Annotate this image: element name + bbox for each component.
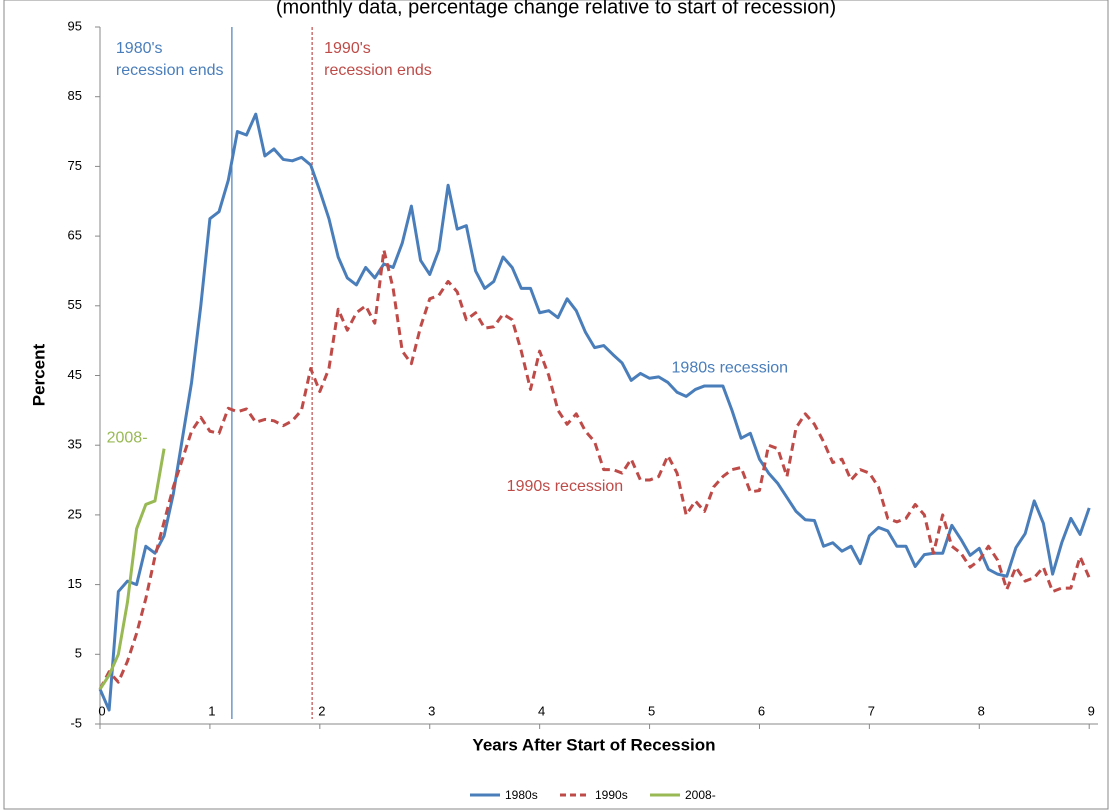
y-tick-label: -5	[70, 715, 82, 730]
x-tick-label: 1	[208, 703, 215, 718]
annotation-text: recession ends	[324, 62, 432, 79]
y-tick-label: 55	[68, 297, 82, 312]
series-label: 1990s recession	[507, 478, 624, 495]
annotation-text: recession ends	[116, 62, 224, 79]
y-tick-label: 45	[68, 367, 82, 382]
x-tick-label: 2	[318, 703, 325, 718]
x-tick-label: 3	[428, 703, 435, 718]
series-line	[98, 448, 166, 690]
y-axis-title: Percent	[29, 343, 48, 406]
y-tick-label: 5	[75, 646, 82, 661]
x-tick-label: 0	[98, 703, 105, 718]
legend-label: 1980s	[505, 788, 538, 802]
y-tick-label: 35	[68, 437, 82, 452]
legend-label: 2008-	[685, 788, 716, 802]
x-tick-label: 4	[538, 703, 545, 718]
legend-label: 1990s	[595, 788, 628, 802]
y-tick-label: 25	[68, 506, 82, 521]
series-line	[98, 248, 1091, 690]
y-tick-label: 15	[68, 576, 82, 591]
y-tick-label: 75	[68, 158, 82, 173]
series-line	[98, 112, 1091, 712]
annotation-text: 1980's	[116, 40, 163, 57]
x-tick-label: 9	[1088, 703, 1095, 718]
x-tick-label: 6	[758, 703, 765, 718]
x-tick-label: 5	[648, 703, 655, 718]
chart-subtitle: (monthly data, percentage change relativ…	[276, 0, 836, 18]
annotation-text: 1990's	[324, 40, 371, 57]
x-tick-label: 8	[978, 703, 985, 718]
y-tick-label: 65	[68, 228, 82, 243]
series-label: 2008-	[107, 429, 148, 446]
y-tick-label: 85	[68, 88, 82, 103]
x-axis-title: Years After Start of Recession	[472, 735, 715, 754]
chart-border	[3, 0, 1109, 810]
y-tick-label: 95	[68, 18, 82, 33]
x-tick-label: 7	[868, 703, 875, 718]
series-label: 1980s recession	[672, 360, 789, 377]
